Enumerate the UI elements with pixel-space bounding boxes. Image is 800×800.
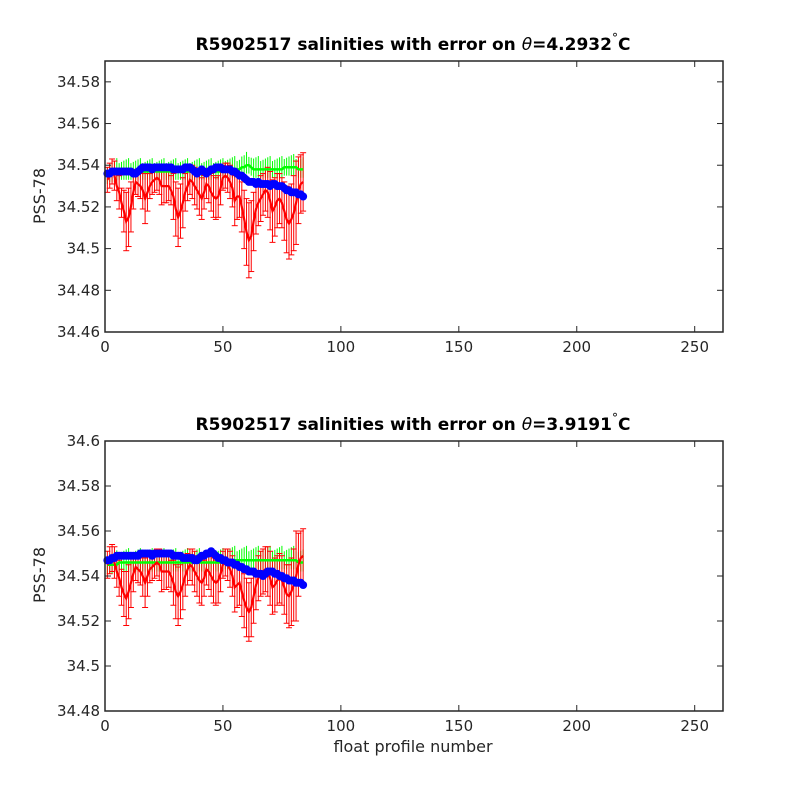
chart-panel-top: R5902517 salinities with error on θ=4.29… [30, 31, 724, 356]
chart-title: R5902517 salinities with error on θ=4.29… [196, 31, 631, 55]
blue-points [103, 163, 308, 201]
y-tick-label: 34.52 [57, 612, 100, 630]
y-tick-label: 34.5 [67, 240, 100, 258]
series-line-green [107, 559, 304, 566]
series-line-red [106, 169, 304, 244]
y-tick-label: 34.46 [57, 323, 100, 341]
x-tick-label: 250 [680, 338, 709, 356]
y-tick-label: 34.56 [57, 115, 100, 133]
x-tick-label: 200 [562, 338, 591, 356]
y-axis-label: PSS-78 [30, 168, 49, 224]
chart-title: R5902517 salinities with error on θ=3.91… [196, 411, 631, 435]
y-tick-label: 34.5 [67, 657, 100, 675]
blue-point [299, 192, 308, 201]
y-tick-label: 34.54 [57, 567, 100, 585]
y-tick-label: 34.6 [67, 432, 100, 450]
series-line-red [106, 555, 304, 615]
plot-area: 0 50 100 150 200 250 34.48 34.5 34.52 34.54 34.56 3… [57, 432, 724, 735]
x-tick-label: 50 [213, 338, 232, 356]
x-tick-label: 100 [327, 717, 356, 735]
x-tick-label: 0 [100, 338, 110, 356]
plot-background [105, 61, 723, 332]
x-tick-label: 0 [100, 717, 110, 735]
y-tick-label: 34.54 [57, 156, 100, 174]
x-axis-label: float profile number [333, 737, 493, 756]
y-tick-label: 34.48 [57, 702, 100, 720]
y-tick-label: 34.56 [57, 522, 100, 540]
plot-background [105, 441, 723, 711]
x-tick-label: 250 [680, 717, 709, 735]
blue-points [103, 547, 308, 589]
y-tick-label: 34.58 [57, 477, 100, 495]
y-tick-label: 34.52 [57, 198, 100, 216]
chart-panel-bottom: R5902517 salinities with error on θ=3.91… [30, 411, 724, 756]
x-tick-label: 100 [327, 338, 356, 356]
plot-area: 0 50 100 150 200 250 34.46 34.48 34.5 34.52 34.54 3… [57, 60, 724, 356]
x-tick-label: 200 [562, 717, 591, 735]
y-tick-label: 34.58 [57, 73, 100, 91]
y-tick-label: 34.48 [57, 281, 100, 299]
x-tick-label: 50 [213, 717, 232, 735]
x-tick-label: 150 [444, 338, 473, 356]
y-axis-label: PSS-78 [30, 547, 49, 603]
plot-frame [104, 60, 724, 333]
x-tick-label: 150 [444, 717, 473, 735]
blue-point [299, 581, 308, 589]
